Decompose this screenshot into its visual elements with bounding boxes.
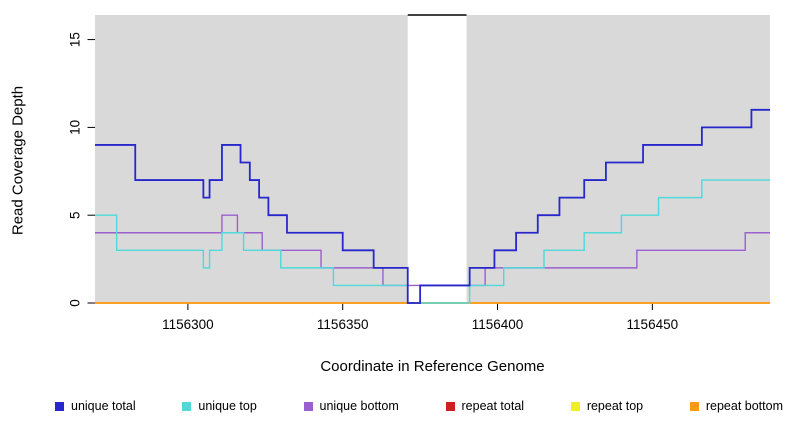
legend-label: repeat bottom (705, 399, 783, 413)
legend-item-unique-total: unique total (55, 399, 136, 413)
legend-item-repeat-total: repeat total (445, 399, 525, 413)
series-unique-total (95, 108, 770, 304)
legend-item-repeat-bottom: repeat bottom (689, 399, 783, 413)
repeat-top-swatch (570, 401, 580, 411)
legend-label: repeat top (586, 399, 644, 413)
series-unique-bottom (95, 214, 770, 287)
x-axis-title: Coordinate in Reference Genome (320, 358, 545, 375)
legend-label: unique top (198, 399, 257, 413)
repeat-bottom-swatch (689, 401, 699, 411)
x-tick-label: 1156350 (317, 317, 369, 332)
legend: unique total unique top unique bottom repea… (55, 399, 783, 413)
unique-bottom-swatch (303, 401, 313, 411)
x-tick-label: 1156400 (472, 317, 524, 332)
legend-label: repeat total (461, 399, 525, 413)
legend-label: unique total (71, 399, 136, 413)
gap-region (407, 15, 467, 303)
x-tick-label: 1156450 (627, 317, 679, 332)
y-tick-label: 5 (68, 211, 83, 219)
unique-total-swatch (55, 401, 64, 411)
legend-item-unique-top: unique top (182, 399, 257, 413)
x-tick-label: 1156300 (162, 317, 214, 332)
legend-item-unique-bottom: unique bottom (303, 399, 399, 413)
y-tick-label: 15 (68, 32, 83, 47)
legend-label: unique bottom (319, 399, 399, 413)
repeat-total-swatch (445, 401, 455, 411)
coverage-plot: 0 5 10 15 1156300 1156350 1156400 1156450 (68, 14, 770, 332)
y-tick-label: 0 (68, 299, 83, 307)
legend-item-repeat-top: repeat top (570, 399, 644, 413)
unique-top-swatch (182, 401, 192, 411)
y-axis-title: Read Coverage Depth (9, 85, 27, 236)
y-tick-label: 10 (68, 120, 83, 135)
